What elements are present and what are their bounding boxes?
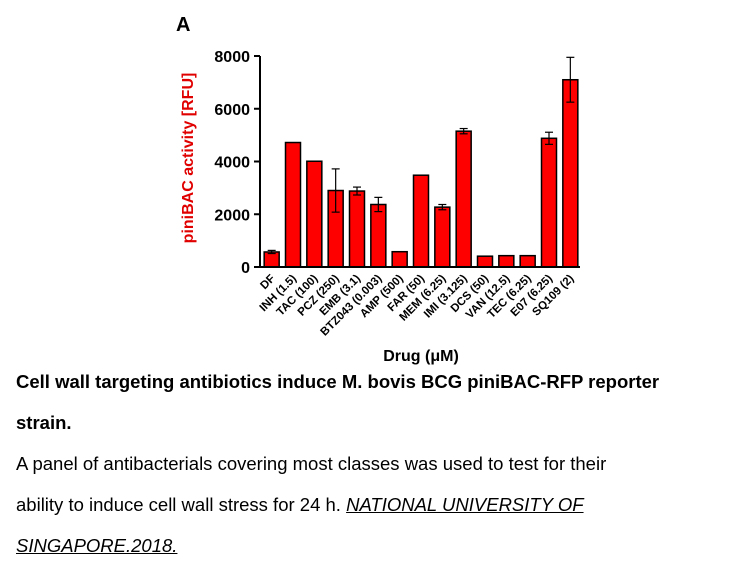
bars-group: [263, 56, 579, 268]
bar: [519, 254, 536, 268]
bar: [391, 250, 408, 268]
citation-link[interactable]: NATIONAL UNIVERSITY OF: [346, 494, 584, 515]
caption-body-text: ability to induce cell wall stress for 2…: [16, 494, 347, 515]
error-bar: [459, 127, 468, 135]
bar: [348, 190, 366, 268]
bar: [370, 203, 387, 268]
bar: [540, 137, 558, 268]
error-bar: [374, 196, 383, 213]
bar-chart: A piniBAC activity [RFU] 0 2000 4000 6000 80…: [176, 14, 580, 365]
figure-caption-body-line1: A panel of antibacterials covering most …: [16, 453, 607, 474]
y-tick-label: 4000: [214, 155, 250, 172]
y-tick-label: 8000: [214, 49, 250, 66]
y-tick-label: 2000: [214, 207, 250, 224]
error-bar: [353, 186, 361, 196]
error-bar: [438, 203, 447, 211]
figure-caption-title-line1: Cell wall targeting antibiotics induce M…: [16, 371, 660, 392]
bar: [412, 174, 430, 268]
citation-link-continued[interactable]: SINGAPORE.2018.: [16, 535, 178, 556]
y-axis-title: piniBAC activity [RFU]: [180, 73, 197, 244]
figure-caption-body-line2: ability to induce cell wall stress for 2…: [16, 494, 752, 516]
error-bar: [545, 131, 553, 145]
error-bar: [267, 249, 276, 255]
bar: [476, 255, 494, 268]
bar: [498, 254, 515, 268]
panel-label: A: [176, 14, 190, 36]
bar: [562, 78, 579, 268]
y-tick-label: 6000: [214, 102, 250, 119]
x-axis-title: Drug (μM): [383, 348, 459, 365]
bar: [306, 160, 323, 268]
error-bar: [566, 56, 575, 103]
bar: [434, 206, 451, 268]
bar: [284, 141, 302, 268]
y-tick-label: 0: [241, 260, 250, 277]
figure-caption-title-line2: strain.: [16, 412, 72, 433]
bar: [455, 130, 472, 268]
y-axis-ticks: 0 2000 4000 6000 8000: [214, 49, 260, 277]
error-bar: [331, 168, 340, 213]
bar: [263, 251, 280, 268]
figure-caption-body-line3: SINGAPORE.2018.: [16, 535, 752, 557]
